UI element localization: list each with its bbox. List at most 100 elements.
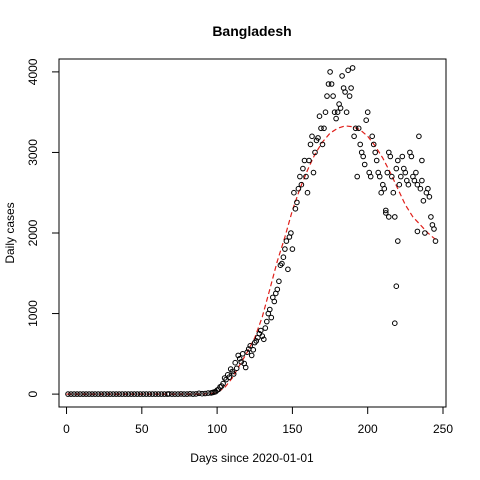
data-point (428, 214, 434, 220)
data-point (345, 67, 351, 74)
data-point (420, 198, 427, 204)
data-point (77, 391, 83, 397)
data-point (247, 343, 253, 349)
data-point (387, 153, 394, 160)
data-point (259, 333, 266, 339)
data-point (242, 364, 249, 371)
data-point (239, 351, 246, 357)
data-point (324, 93, 330, 99)
x-tick-label: 250 (433, 422, 453, 436)
data-point (155, 391, 162, 397)
data-point (417, 185, 424, 192)
data-point (291, 189, 297, 196)
data-point (372, 149, 379, 156)
data-point (193, 391, 199, 397)
data-point (184, 391, 190, 397)
data-point (426, 194, 433, 200)
data-point (282, 246, 288, 252)
data-point (137, 391, 144, 397)
data-point (232, 359, 238, 366)
data-point (337, 105, 344, 111)
x-tick-label: 0 (63, 422, 70, 436)
data-point (128, 391, 135, 397)
data-point (89, 391, 95, 397)
data-point (226, 374, 232, 381)
data-point (398, 173, 404, 180)
data-point (416, 133, 422, 140)
data-point (131, 391, 138, 397)
data-point (348, 85, 354, 91)
y-tick-label: 2000 (26, 219, 40, 246)
data-point (262, 325, 269, 331)
data-point (267, 306, 273, 313)
data-point (202, 390, 208, 397)
data-point (322, 109, 329, 115)
data-point (283, 238, 290, 244)
data-point (378, 189, 385, 196)
data-point (422, 230, 428, 236)
data-point (370, 141, 377, 148)
data-point (119, 391, 125, 397)
data-point (395, 238, 401, 244)
y-tick-label: 3000 (26, 139, 40, 166)
data-point (414, 228, 421, 235)
data-point (92, 391, 98, 397)
data-point (104, 391, 110, 397)
data-point (220, 380, 226, 387)
y-axis-label: Daily cases (3, 202, 17, 263)
data-point (393, 165, 400, 172)
data-point (236, 355, 243, 362)
data-point (65, 391, 71, 397)
data-point (116, 391, 122, 397)
data-point (312, 149, 318, 156)
fitted-curve (66, 125, 436, 395)
data-point (134, 391, 141, 397)
data-point (307, 141, 314, 148)
data-point (175, 391, 181, 397)
data-point (343, 109, 350, 115)
data-point (325, 81, 332, 87)
data-point (276, 278, 282, 285)
data-point (86, 391, 92, 397)
data-point (396, 181, 403, 188)
data-point (361, 161, 368, 168)
data-point (330, 93, 336, 99)
data-point (316, 113, 323, 119)
data-point (357, 141, 364, 148)
data-point (319, 141, 326, 148)
data-point (80, 391, 86, 397)
data-point (301, 157, 308, 164)
data-point (310, 169, 317, 176)
data-point (369, 133, 376, 140)
data-point (342, 89, 348, 95)
data-point (413, 169, 419, 176)
data-point (383, 210, 389, 216)
data-point (351, 133, 357, 140)
data-point (376, 173, 383, 180)
fitted-curve-layer (66, 125, 436, 395)
data-point (303, 173, 309, 180)
data-point (411, 177, 418, 184)
data-point (297, 173, 303, 180)
data-point (289, 246, 296, 252)
data-point (274, 286, 281, 293)
data-point (414, 181, 421, 188)
data-point (339, 73, 345, 79)
data-points-layer (65, 65, 439, 397)
data-point (143, 391, 150, 397)
data-point (364, 109, 371, 115)
data-point (395, 157, 401, 164)
data-point (248, 352, 255, 359)
data-point (264, 318, 270, 325)
x-axis-label: Days since 2020-01-01 (190, 451, 314, 465)
data-point (244, 349, 250, 356)
x-axis: 0 50 100 150 200 250 (63, 406, 453, 436)
data-point (140, 391, 147, 397)
data-point (321, 125, 327, 132)
data-point (125, 391, 132, 397)
data-point (295, 185, 302, 192)
data-point (432, 238, 439, 244)
data-point (98, 391, 104, 397)
data-point (389, 173, 395, 180)
